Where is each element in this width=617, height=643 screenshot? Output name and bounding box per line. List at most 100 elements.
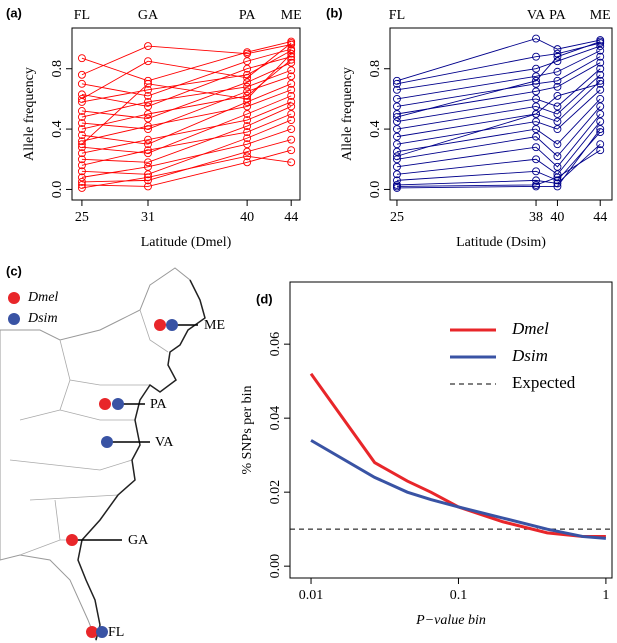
- point: [596, 102, 605, 111]
- point: [77, 79, 86, 88]
- point: [596, 140, 605, 149]
- point: [144, 149, 152, 158]
- site-dot: [99, 398, 111, 410]
- y-tick-label: 0.8: [368, 60, 383, 78]
- point: [77, 54, 86, 63]
- point: [144, 114, 152, 123]
- point: [287, 66, 296, 75]
- point: [596, 46, 605, 55]
- point: [243, 73, 252, 82]
- site-label: PA: [549, 8, 567, 23]
- point: [77, 125, 86, 134]
- point: [243, 102, 252, 111]
- plot-frame: [389, 27, 613, 201]
- point: [532, 87, 540, 96]
- point: [77, 173, 86, 182]
- point: [596, 110, 605, 118]
- series-line: [81, 95, 292, 154]
- point: [77, 180, 86, 189]
- point: [77, 90, 86, 99]
- x-tick-label: 31: [141, 210, 155, 225]
- point: [393, 79, 401, 88]
- point: [532, 176, 540, 185]
- series-line: [81, 149, 292, 187]
- point: [243, 49, 252, 58]
- series-line: [396, 74, 601, 130]
- point: [287, 72, 296, 81]
- point: [144, 110, 152, 118]
- point: [596, 85, 605, 94]
- y-tick-label: 0.8: [50, 60, 65, 78]
- point: [243, 64, 252, 73]
- point: [77, 167, 86, 176]
- point: [532, 110, 540, 118]
- y-tick-label: 0.02: [268, 480, 283, 505]
- point: [553, 162, 562, 171]
- site-label: VA: [527, 8, 546, 23]
- series-line: [396, 89, 601, 145]
- point: [553, 173, 562, 182]
- y-tick-label: 0.0: [50, 181, 65, 199]
- point: [243, 128, 252, 137]
- y-axis-label: Allele frequency: [22, 67, 37, 161]
- point: [393, 125, 401, 134]
- point: [393, 162, 401, 171]
- point: [553, 102, 562, 111]
- point: [393, 170, 401, 179]
- point: [553, 91, 562, 100]
- x-tick-label: 44: [593, 210, 607, 225]
- point: [393, 85, 401, 94]
- series-line: [396, 41, 601, 118]
- x-axis-label: Latitude (Dmel): [141, 235, 232, 250]
- x-tick-label: 25: [390, 210, 404, 225]
- site-label: ME: [590, 8, 611, 23]
- series-line: [81, 59, 292, 130]
- point: [532, 125, 540, 134]
- point: [596, 117, 605, 126]
- point: [243, 158, 252, 167]
- series-line: [81, 48, 292, 97]
- point: [596, 125, 605, 134]
- point: [596, 146, 605, 155]
- point: [393, 117, 401, 126]
- y-tick-label: 0.00: [268, 554, 283, 579]
- series-line: [81, 42, 292, 100]
- point: [144, 85, 152, 94]
- site-label: PA: [150, 397, 168, 412]
- point: [553, 140, 562, 149]
- point: [77, 155, 86, 164]
- plot-frame: [289, 281, 613, 579]
- x-tick-label: 40: [550, 210, 564, 225]
- point: [287, 55, 296, 64]
- plot-frame: [71, 27, 301, 201]
- site-dot: [101, 436, 113, 448]
- point: [144, 125, 152, 134]
- x-tick-label: 1: [602, 588, 609, 603]
- point: [393, 152, 401, 161]
- point: [393, 140, 401, 149]
- point: [77, 107, 86, 115]
- point: [532, 143, 540, 152]
- point: [144, 102, 152, 111]
- x-tick-label: 44: [284, 210, 298, 225]
- site-dot: [112, 398, 124, 410]
- point: [144, 57, 152, 66]
- point: [553, 179, 562, 188]
- series-line: [396, 56, 601, 107]
- point: [532, 76, 540, 85]
- legend-label: Dsim: [27, 311, 58, 326]
- series-line: [81, 128, 292, 178]
- point: [393, 183, 401, 192]
- y-tick-label: 0.4: [368, 120, 383, 138]
- series-line: [81, 56, 292, 107]
- site-dot: [66, 534, 78, 546]
- point: [144, 91, 152, 100]
- legend-label: Expected: [512, 373, 576, 392]
- point: [532, 155, 540, 164]
- point: [287, 79, 296, 88]
- point: [553, 125, 562, 134]
- point: [553, 76, 562, 85]
- site-label: ME: [204, 318, 225, 333]
- point: [243, 152, 252, 161]
- point: [596, 52, 605, 61]
